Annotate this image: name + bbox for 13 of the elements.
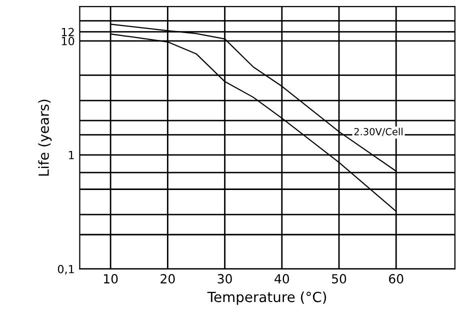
y-tick-label: 0,1 [58, 264, 74, 274]
x-tick-label: 30 [218, 274, 232, 284]
y-tick-label: 1 [69, 151, 74, 160]
x-tick-label: 10 [104, 274, 118, 284]
x-tick-label: 60 [389, 274, 404, 284]
y-tick-label: 10 [62, 36, 74, 46]
annotation: 2.30V/Cell [354, 128, 402, 136]
y-tick-label: 12 [62, 28, 74, 36]
x-tick-label: 50 [332, 274, 346, 284]
x-axis-title: Temperature (°C) [207, 291, 326, 305]
x-tick-label: 20 [160, 274, 175, 284]
x-tick-label: 40 [274, 274, 290, 284]
y-axis-title: Life (years) [38, 100, 52, 176]
